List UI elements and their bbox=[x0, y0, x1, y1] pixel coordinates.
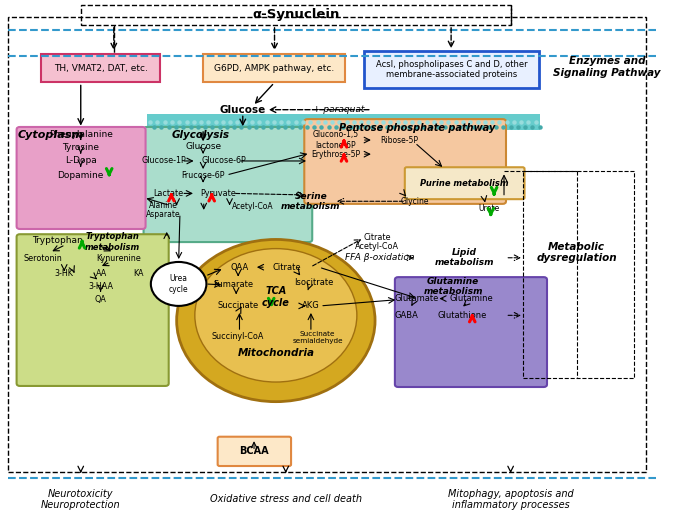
Text: Acetyl-CoA: Acetyl-CoA bbox=[355, 242, 399, 251]
Text: Dopamine: Dopamine bbox=[57, 170, 104, 179]
Text: Citrate: Citrate bbox=[273, 262, 301, 272]
Text: Asparate: Asparate bbox=[146, 210, 181, 219]
FancyBboxPatch shape bbox=[304, 119, 506, 204]
Text: Neurotoxicity
Neuroprotection: Neurotoxicity Neuroprotection bbox=[41, 489, 121, 510]
Text: Erythrose-5P: Erythrose-5P bbox=[311, 150, 360, 159]
Text: Glucose-1P: Glucose-1P bbox=[141, 156, 186, 166]
Text: 3-HK: 3-HK bbox=[55, 269, 73, 278]
Text: Acetyl-CoA: Acetyl-CoA bbox=[232, 202, 273, 211]
Text: AA: AA bbox=[96, 269, 108, 278]
Text: Tryptophan
metabolism: Tryptophan metabolism bbox=[85, 232, 140, 252]
Text: Serine
metabolism: Serine metabolism bbox=[281, 192, 340, 211]
Text: TCA
cycle: TCA cycle bbox=[262, 286, 290, 308]
Text: Fumarate: Fumarate bbox=[213, 280, 253, 289]
Text: Tryptophan: Tryptophan bbox=[32, 236, 83, 245]
Text: Metabolic
dysregulation: Metabolic dysregulation bbox=[537, 242, 617, 264]
Text: OAA: OAA bbox=[231, 262, 249, 272]
Text: Glucose-6P: Glucose-6P bbox=[202, 156, 246, 166]
Text: Glutamine: Glutamine bbox=[449, 294, 493, 303]
Text: Pentose phosphate pathway: Pentose phosphate pathway bbox=[338, 123, 495, 133]
Text: AKG: AKG bbox=[302, 301, 319, 310]
Text: Mitophagy, apoptosis and
inflammatory processes: Mitophagy, apoptosis and inflammatory pr… bbox=[448, 489, 574, 510]
Text: Glutamine
metabolism: Glutamine metabolism bbox=[423, 277, 483, 296]
Text: Alanine: Alanine bbox=[149, 201, 178, 210]
FancyBboxPatch shape bbox=[218, 437, 291, 466]
Text: 3-HAA: 3-HAA bbox=[88, 281, 113, 290]
Text: Glucose: Glucose bbox=[220, 105, 266, 115]
Text: Urea
cycle: Urea cycle bbox=[168, 274, 189, 294]
Text: Cytoplasm: Cytoplasm bbox=[18, 130, 84, 140]
FancyBboxPatch shape bbox=[144, 127, 312, 242]
Text: Tyrosine: Tyrosine bbox=[62, 144, 99, 153]
Circle shape bbox=[151, 262, 206, 306]
Text: Glutathione: Glutathione bbox=[437, 311, 487, 320]
Text: KA: KA bbox=[133, 269, 144, 278]
FancyBboxPatch shape bbox=[17, 127, 146, 229]
Text: Phenylalanine: Phenylalanine bbox=[49, 130, 113, 139]
Text: Purine metabolism: Purine metabolism bbox=[421, 179, 509, 188]
FancyBboxPatch shape bbox=[364, 51, 539, 88]
Text: Oxidative stress and cell death: Oxidative stress and cell death bbox=[210, 494, 362, 504]
Text: Ribose-5P: Ribose-5P bbox=[381, 136, 419, 145]
Text: Glycolysis: Glycolysis bbox=[172, 130, 230, 140]
Text: Succinate
semialdehyde: Succinate semialdehyde bbox=[293, 331, 343, 344]
FancyBboxPatch shape bbox=[395, 277, 547, 387]
Text: QA: QA bbox=[94, 295, 106, 304]
Text: AcsI, phospholipases C and D, other
membrane-associated proteins: AcsI, phospholipases C and D, other memb… bbox=[375, 60, 527, 79]
Text: Glucose: Glucose bbox=[185, 143, 221, 151]
Text: Succinyl-CoA: Succinyl-CoA bbox=[212, 332, 264, 341]
Text: G6PD, AMPK pathway, etc.: G6PD, AMPK pathway, etc. bbox=[214, 64, 334, 73]
Text: Citrate: Citrate bbox=[363, 234, 391, 242]
Text: Kynurenine: Kynurenine bbox=[97, 254, 142, 264]
Text: α-Synuclein: α-Synuclein bbox=[252, 8, 340, 22]
FancyBboxPatch shape bbox=[17, 234, 168, 386]
Text: L-Dopa: L-Dopa bbox=[65, 156, 96, 166]
Text: Lactate: Lactate bbox=[153, 189, 183, 198]
Ellipse shape bbox=[177, 239, 375, 402]
Text: BCAA: BCAA bbox=[239, 447, 269, 457]
Text: Glutamate: Glutamate bbox=[394, 294, 439, 303]
Text: FFA β-oxidation: FFA β-oxidation bbox=[345, 253, 415, 262]
Text: Serotonin: Serotonin bbox=[23, 254, 62, 264]
FancyBboxPatch shape bbox=[147, 114, 541, 129]
Text: Succinate: Succinate bbox=[218, 301, 259, 310]
Text: Glycine: Glycine bbox=[400, 197, 429, 206]
Text: Urate: Urate bbox=[479, 204, 500, 213]
Text: Frucose-6P: Frucose-6P bbox=[181, 170, 225, 179]
Text: Enzymes and
Signaling Pathway: Enzymes and Signaling Pathway bbox=[553, 56, 661, 78]
Text: Glucono-1,5
lactone-6P: Glucono-1,5 lactone-6P bbox=[312, 130, 359, 150]
Text: Isocitrate: Isocitrate bbox=[294, 278, 333, 287]
FancyBboxPatch shape bbox=[405, 167, 524, 199]
Text: TH, VMAT2, DAT, etc.: TH, VMAT2, DAT, etc. bbox=[54, 64, 148, 73]
FancyBboxPatch shape bbox=[41, 54, 160, 83]
FancyBboxPatch shape bbox=[203, 54, 345, 83]
Text: Pyruvate: Pyruvate bbox=[200, 189, 236, 198]
Text: Lipid
metabolism: Lipid metabolism bbox=[435, 248, 494, 267]
Text: + paraquat: + paraquat bbox=[313, 105, 365, 114]
Text: GABA: GABA bbox=[395, 311, 419, 320]
Ellipse shape bbox=[195, 249, 357, 382]
Text: Mitochondria: Mitochondria bbox=[237, 348, 314, 358]
